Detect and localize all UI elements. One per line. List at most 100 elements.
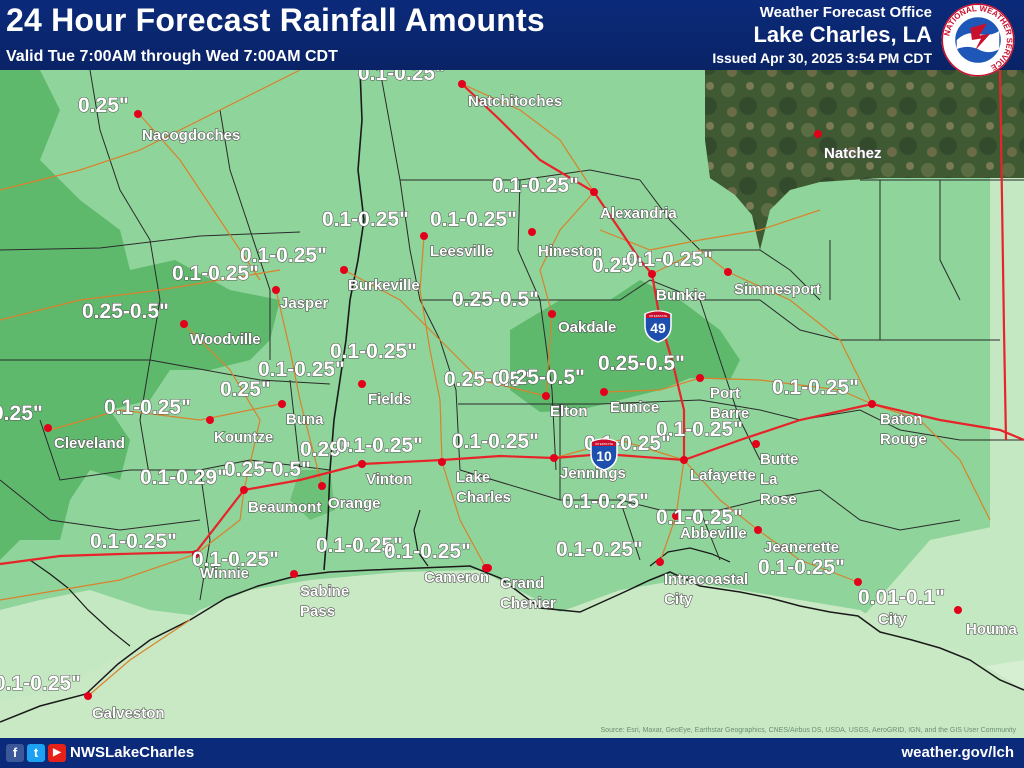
city-dot [954, 606, 962, 614]
city-woodville: Woodville [180, 320, 261, 349]
rainfall-amount-label: 0.25" [0, 402, 43, 425]
city-label: Barre [710, 405, 749, 422]
city-label: Grand [500, 575, 544, 592]
city-natchitoches: Natchitoches [458, 80, 563, 111]
city-dot [420, 232, 428, 240]
city-dot [548, 310, 556, 318]
rainfall-amount-label: 0.1-0.25" [104, 396, 191, 419]
gulf-of-mexico [0, 570, 1024, 740]
rainfall-amount-label: 0.29" [300, 438, 351, 461]
interstate-shields: INTERSTATE 49 INTERSTATE 10 [590, 310, 672, 471]
footer-bar: f t ▶ NWSLakeCharles weather.gov/lch [0, 738, 1024, 768]
city-dot [272, 286, 280, 294]
city-dot [318, 482, 326, 490]
rainfall-amount-label: 0.25-0.5" [498, 366, 585, 389]
city-label: Butte [760, 451, 798, 468]
rainfall-amount-label: 0.1-0.25" [772, 376, 859, 399]
city-kountze: Kountze [206, 416, 274, 447]
rainfall-amount-label: 0.1-0.25" [562, 490, 649, 513]
city-dot [358, 380, 366, 388]
city-label: Abbeville [680, 525, 747, 542]
valid-period: Valid Tue 7:00AM through Wed 7:00AM CDT [6, 48, 338, 65]
city-label: Leesville [430, 243, 493, 260]
city-lake-charles: Lake Charles [438, 458, 512, 507]
city-dot [290, 570, 298, 578]
rainfall-amount-label: 0.25" [220, 378, 271, 401]
svg-text:49: 49 [650, 320, 666, 336]
city-butte-la-rose: Butte La Rose [752, 440, 799, 509]
city-dot [648, 270, 656, 278]
city-label: Elton [550, 403, 588, 420]
svg-text:10: 10 [596, 448, 612, 464]
city-label: Kountze [214, 429, 273, 446]
city-natchez: Natchez [814, 130, 882, 163]
rainfall-amount-label: 0.1-0.25" [430, 208, 517, 231]
city-dot [696, 374, 704, 382]
city-label: Winnie [200, 565, 249, 582]
city-leesville: Leesville [420, 232, 494, 261]
city-label: Natchez [824, 145, 882, 162]
rainfall-amount-label: 0.1-0.25" [0, 672, 81, 695]
youtube-icon[interactable]: ▶ [48, 744, 66, 762]
city-label: Rose [760, 491, 797, 508]
rainfall-amount-label: 0.1-0.25" [192, 548, 279, 571]
city-dot [600, 388, 608, 396]
city-dot [542, 392, 550, 400]
city-label: Cleveland [54, 435, 125, 452]
rainfall-amount-label: 0.1-0.25" [556, 538, 643, 561]
rainfall-amount-label: 0.25" [592, 254, 643, 277]
header-bar: 24 Hour Forecast Rainfall Amounts Valid … [0, 0, 1024, 77]
city-dot [206, 416, 214, 424]
twitter-icon[interactable]: t [27, 744, 45, 762]
city-label: Jasper [280, 295, 329, 312]
rainfall-amount-label: 0.25-0.5" [444, 368, 531, 391]
city-dot [854, 578, 862, 586]
city-label: Baton [880, 411, 923, 428]
website-link[interactable]: weather.gov/lch [901, 744, 1014, 761]
city-dot [656, 558, 664, 566]
city-dot [590, 188, 598, 196]
city-cleveland: Cleveland [44, 424, 125, 453]
city-label: Charles [456, 489, 511, 506]
rainfall-amount-label: 0.1-0.25" [322, 208, 409, 231]
rainfall-amount-label: 0.25-0.5" [452, 288, 539, 311]
city-dot [754, 526, 762, 534]
facebook-icon[interactable]: f [6, 744, 24, 762]
city-dot [484, 564, 492, 572]
city-jennings: Jennings [550, 454, 626, 483]
rainfall-amount-label: 0.1-0.25" [90, 530, 177, 553]
rainfall-amount-label: 0.1-0.25" [330, 340, 417, 363]
social-handle[interactable]: NWSLakeCharles [70, 744, 195, 761]
city-baton-rouge: Baton Rouge [868, 400, 927, 449]
city-winnie: Winnie [192, 550, 250, 583]
rainfall-amount-label: 0.1-0.25" [258, 358, 345, 381]
city-label: Jennings [560, 465, 626, 482]
city-dot [180, 320, 188, 328]
city-label: Burkeville [348, 277, 420, 294]
rain-band-dark-sw-louisiana [510, 280, 740, 412]
city-label: Lake [456, 469, 490, 486]
city-label: Vinton [366, 471, 412, 488]
city-dot [44, 424, 52, 432]
city-dot [458, 80, 466, 88]
county-parish-lines [0, 69, 1024, 601]
interstate-10-shield-icon: INTERSTATE 10 [590, 438, 618, 471]
city-dot [358, 460, 366, 468]
city-dot [438, 458, 446, 466]
city-label: City [878, 611, 907, 628]
rainfall-amount-label: 0.1-0.25" [452, 430, 539, 453]
nws-logo-icon[interactable]: NATIONAL WEATHER SERVICE [940, 2, 1016, 78]
city-label: Chenier [500, 595, 556, 612]
city-label: Rouge [880, 431, 927, 448]
city-lafayette: Lafayette [680, 456, 756, 485]
city-label: Oakdale [558, 319, 616, 336]
map-attribution: Source: Esri, Maxar, GeoEye, Earthstar G… [600, 727, 1016, 734]
page-title: 24 Hour Forecast Rainfall Amounts [6, 2, 545, 38]
svg-text:INTERSTATE: INTERSTATE [595, 442, 613, 446]
city-fields: Fields [358, 380, 412, 409]
rainfall-amount-label: 0.1-0.29" [140, 466, 227, 489]
rainfall-amount-labels: 0.1-0.25"0.25"0.1-0.25"0.1-0.25" 0.1-0.25… [0, 61, 946, 695]
city-dot [134, 110, 142, 118]
city-burkeville: Burkeville [340, 266, 420, 295]
